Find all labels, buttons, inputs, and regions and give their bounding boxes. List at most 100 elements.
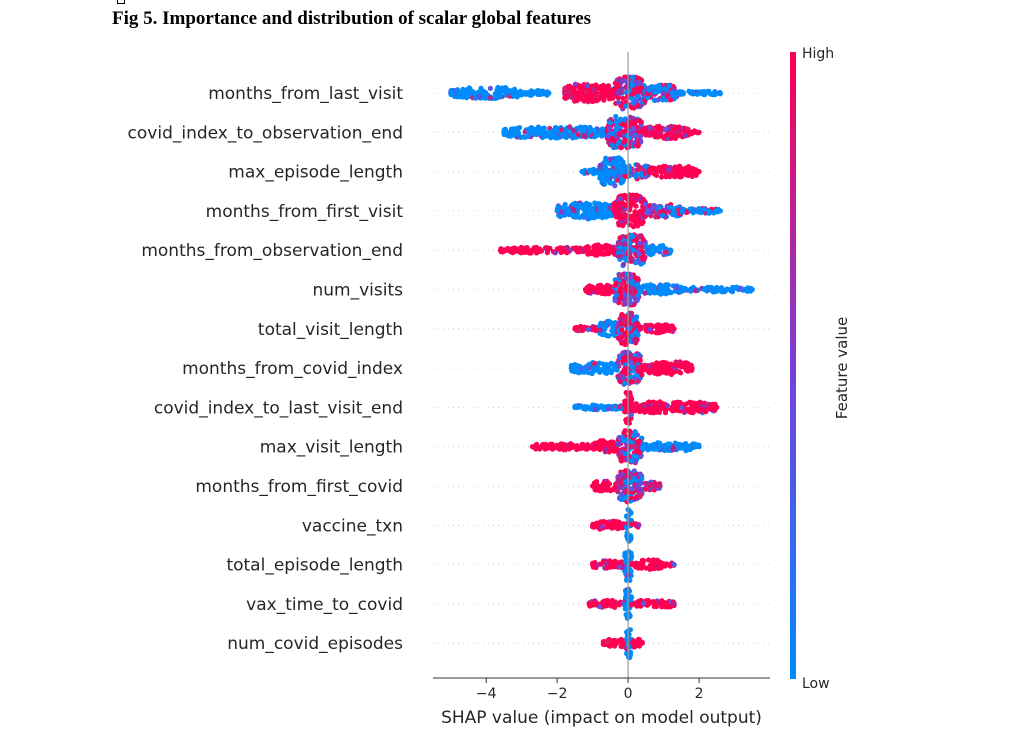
shap-point: [617, 355, 623, 361]
shap-point: [659, 213, 666, 219]
shap-point: [679, 209, 686, 215]
shap-point: [610, 446, 616, 452]
shap-point: [630, 74, 636, 80]
shap-point: [672, 94, 678, 100]
shap-point-max: [671, 562, 677, 568]
shap-point: [650, 84, 657, 90]
shap-point: [538, 131, 544, 137]
shap-point: [582, 446, 588, 452]
shap-point: [638, 172, 644, 178]
shap-point: [592, 326, 598, 332]
shap-point: [592, 406, 598, 413]
shap-point: [587, 289, 593, 295]
shap-point: [670, 447, 676, 453]
shap-point: [564, 249, 570, 255]
shap-point: [706, 210, 712, 216]
shap-point: [628, 130, 634, 137]
shap-point: [604, 370, 610, 376]
x-tick-label: −4: [476, 686, 497, 702]
shap-point-max: [636, 522, 642, 528]
colorbar-high-label: High: [802, 46, 834, 62]
shap-point: [649, 283, 655, 289]
shap-point: [693, 288, 699, 294]
shap-point: [652, 89, 658, 96]
shap-point: [627, 295, 633, 301]
shap-point: [659, 285, 666, 291]
shap-point: [669, 90, 676, 96]
shap-point: [616, 441, 622, 447]
shap-point: [647, 326, 653, 332]
shap-point: [630, 256, 636, 262]
shap-point: [614, 83, 620, 89]
shap-point: [622, 402, 628, 408]
feature-label: num_visits: [313, 281, 404, 301]
shap-point: [638, 491, 644, 497]
shap-point: [613, 293, 619, 299]
shap-point: [634, 314, 640, 320]
shap-point: [676, 174, 682, 180]
shap-point: [624, 333, 631, 339]
figure-title: Fig 5. Importance and distribution of sc…: [112, 8, 592, 29]
shap-point: [565, 207, 571, 213]
shap-point: [607, 156, 614, 162]
shap-point: [668, 123, 674, 129]
feature-swarm: [590, 549, 677, 583]
shap-point: [613, 127, 619, 133]
shap-point: [609, 135, 615, 142]
feature-label: covid_index_to_last_visit_end: [154, 398, 403, 418]
shap-point: [633, 174, 639, 180]
shap-point: [651, 410, 657, 416]
shap-point: [601, 97, 607, 103]
feature-swarm: [579, 155, 702, 189]
colorbar: High Low Feature value: [790, 46, 851, 692]
shap-point: [597, 446, 603, 453]
shap-point: [622, 451, 628, 457]
shap-point: [653, 214, 659, 220]
x-axis: −4 −2 0 2: [433, 677, 770, 702]
shap-point: [604, 333, 610, 339]
shap-point: [602, 364, 608, 370]
shap-point: [599, 524, 605, 530]
shap-point: [587, 124, 593, 131]
shap-point: [593, 487, 599, 493]
shap-point: [557, 213, 563, 220]
shap-point-max: [657, 483, 663, 489]
shap-point: [610, 518, 616, 525]
shap-point: [651, 563, 657, 569]
shap-point: [670, 405, 676, 411]
shap-point: [597, 162, 604, 168]
shap-point: [602, 243, 608, 249]
shap-point: [527, 92, 533, 98]
shap-point: [660, 369, 666, 375]
shap-point: [620, 261, 627, 267]
shap-point: [629, 561, 635, 568]
shap-point: [651, 443, 657, 449]
shap-point: [572, 369, 578, 375]
shap-point: [680, 90, 687, 96]
shap-point: [635, 143, 641, 149]
shap-point: [628, 120, 635, 126]
shap-point: [631, 640, 637, 647]
shap-point: [670, 211, 676, 217]
shap-point: [619, 327, 625, 333]
feature-swarm: [572, 310, 677, 348]
shap-point: [612, 298, 618, 304]
shap-point: [629, 333, 635, 339]
shap-point: [563, 94, 569, 100]
shap-point-min: [554, 208, 560, 214]
feature-swarm: [586, 586, 677, 621]
shap-point: [622, 338, 629, 344]
shap-point: [636, 438, 642, 445]
shap-point: [617, 196, 623, 202]
shap-point: [614, 209, 621, 215]
feature-swarm: [582, 271, 755, 308]
shap-point: [629, 458, 635, 464]
shap-point: [603, 249, 609, 255]
shap-point: [503, 89, 509, 95]
shap-point: [603, 168, 610, 174]
shap-point: [632, 295, 638, 301]
shap-point: [656, 562, 662, 568]
shap-point: [660, 90, 666, 97]
shap-point: [552, 250, 558, 256]
